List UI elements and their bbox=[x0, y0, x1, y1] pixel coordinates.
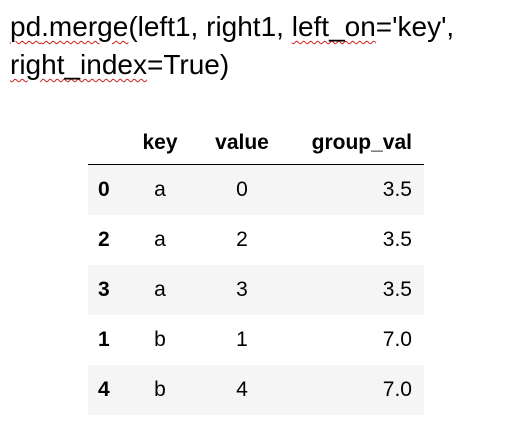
row-index: 0 bbox=[98, 178, 110, 201]
column-header-group-val: group_val bbox=[292, 122, 424, 165]
row-index: 4 bbox=[98, 378, 110, 401]
row-index: 1 bbox=[98, 328, 110, 351]
row-index: 2 bbox=[98, 228, 110, 251]
cell-group-val: 7.0 bbox=[382, 378, 412, 401]
code-token-equals-quote: =' bbox=[375, 11, 398, 42]
dataframe-table: key value group_val 0 a 0 3.5 2 a 2 3.5 … bbox=[88, 122, 424, 415]
cell-value: 3 bbox=[236, 278, 248, 301]
cell-value: 2 bbox=[236, 228, 248, 251]
cell-group-val: 3.5 bbox=[382, 278, 412, 301]
code-line-2: right_index=True) bbox=[10, 46, 510, 84]
index-header bbox=[88, 122, 128, 165]
cell-group-val: 3.5 bbox=[382, 178, 412, 201]
column-header-value: value bbox=[192, 122, 292, 165]
dataframe-header: key value group_val bbox=[88, 122, 424, 165]
code-token-left-on: left_on bbox=[291, 11, 376, 42]
cell-key: a bbox=[154, 178, 166, 201]
dataframe-body: 0 a 0 3.5 2 a 2 3.5 3 a 3 3.5 1 b 1 7.0 … bbox=[88, 164, 424, 415]
cell-key: b bbox=[154, 328, 166, 351]
code-snippet: pd.merge(left1, right1, left_on='key', r… bbox=[10, 8, 510, 84]
code-token-args: (left1, right1, bbox=[128, 11, 292, 42]
table-row: 3 a 3 3.5 bbox=[88, 265, 424, 315]
table-row: 1 b 1 7.0 bbox=[88, 315, 424, 365]
cell-value: 1 bbox=[236, 328, 248, 351]
code-line-1: pd.merge(left1, right1, left_on='key', bbox=[10, 8, 510, 46]
cell-value: 4 bbox=[236, 378, 248, 401]
code-token-close-quote: ', bbox=[441, 11, 455, 42]
cell-key: b bbox=[154, 378, 166, 401]
code-token-pd: pd bbox=[10, 11, 42, 42]
cell-key: a bbox=[154, 278, 166, 301]
header-row: key value group_val bbox=[88, 122, 424, 165]
cell-value: 0 bbox=[236, 178, 248, 201]
table-row: 0 a 0 3.5 bbox=[88, 164, 424, 215]
cell-key: a bbox=[154, 228, 166, 251]
code-token-right-index: right_index bbox=[10, 49, 147, 80]
cell-group-val: 3.5 bbox=[382, 228, 412, 251]
code-token-merge: .merge bbox=[41, 11, 129, 42]
cell-group-val: 7.0 bbox=[382, 328, 412, 351]
table-row: 2 a 2 3.5 bbox=[88, 215, 424, 265]
column-header-key: key bbox=[128, 122, 192, 165]
table-row: 4 b 4 7.0 bbox=[88, 365, 424, 415]
code-token-true: =True) bbox=[146, 49, 230, 80]
code-token-key: key bbox=[397, 11, 442, 42]
row-index: 3 bbox=[98, 278, 110, 301]
